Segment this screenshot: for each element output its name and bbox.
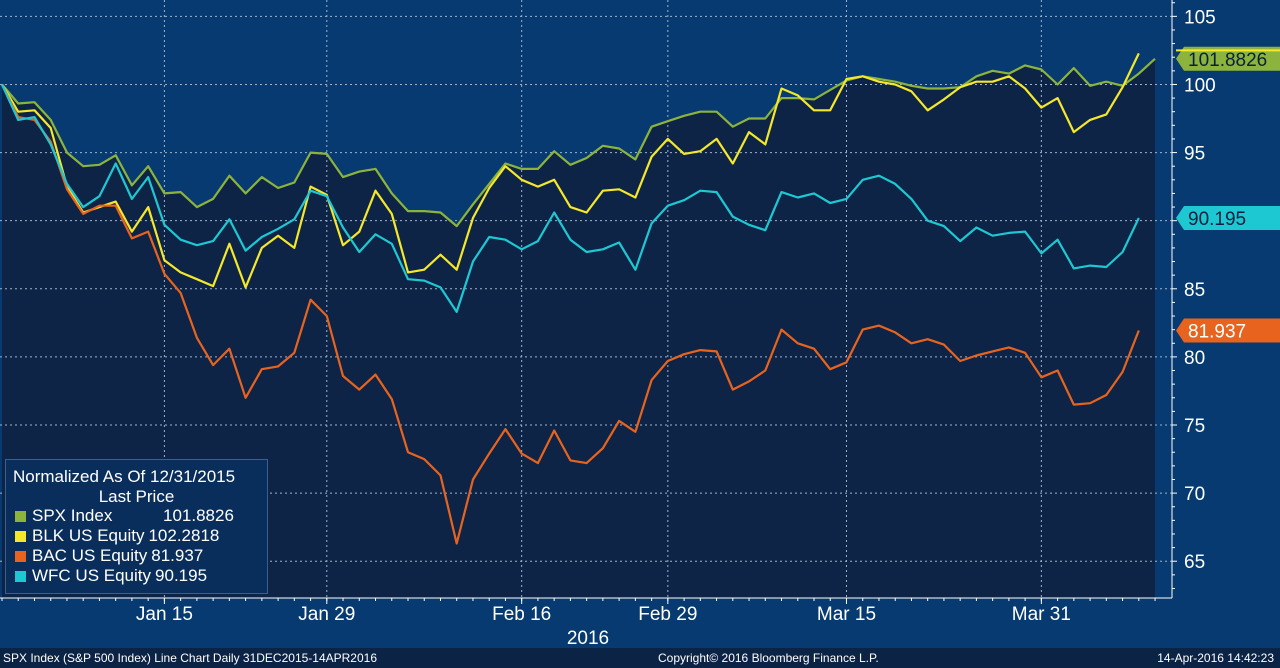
legend-swatch [15, 570, 26, 582]
y-tick-label: 100 [1184, 75, 1216, 96]
legend-series-value: 101.8826 [163, 506, 234, 525]
legend-swatch [15, 550, 26, 562]
footer-bar: SPX Index (S&P 500 Index) Line Chart Dai… [0, 648, 1280, 668]
series-line-blk [1, 52, 1140, 289]
legend-entry-bac: BAC US Equity 81.937 [15, 546, 203, 566]
series-line-bac [1, 84, 1140, 545]
y-tick-label: 70 [1184, 484, 1205, 505]
area-fill-layer [2, 58, 1155, 599]
footer-chart-description: SPX Index (S&P 500 Index) Line Chart Dai… [3, 651, 377, 665]
x-year-label: 2016 [567, 628, 609, 648]
series-layer [0, 52, 1156, 545]
legend-series-value: 90.195 [155, 566, 208, 585]
series-line-wfc [0, 84, 1140, 313]
x-tick-label: Feb 29 [638, 604, 697, 625]
last-value-flag [1176, 46, 1280, 71]
last-value-flag [1176, 206, 1280, 231]
legend-series-name: BLK US Equity [32, 526, 145, 545]
last-value-flag [1176, 318, 1280, 343]
footer-timestamp: 14-Apr-2016 14:42:23 [1157, 651, 1274, 665]
legend: Normalized As Of 12/31/2015 Last Price S… [5, 459, 268, 594]
legend-series-value: 102.2818 [148, 526, 220, 545]
x-tick-label: Mar 15 [817, 604, 876, 625]
legend-swatch [15, 510, 26, 522]
legend-entry-blk: BLK US Equity 102.2818 [15, 526, 219, 546]
last-value-flag-label: 90.195 [1188, 209, 1246, 230]
area-fill-spx [2, 58, 1155, 599]
legend-series-name: BAC US Equity [32, 546, 148, 565]
y-tick-label: 80 [1184, 348, 1205, 369]
y-tick-label: 95 [1184, 144, 1205, 165]
x-tick-label: Jan 15 [136, 604, 193, 625]
last-value-flag-label: 81.937 [1188, 322, 1246, 343]
legend-entry-wfc: WFC US Equity 90.195 [15, 566, 207, 586]
legend-series-value: 81.937 [151, 546, 204, 565]
x-tick-label: Mar 31 [1012, 604, 1071, 625]
legend-entry-spx: SPX Index 101.8826 [15, 506, 234, 526]
legend-subtitle: Last Price [98, 487, 175, 506]
y-tick-label: 105 [1184, 7, 1216, 28]
last-value-flag-label: 101.8826 [1188, 50, 1267, 71]
legend-swatch [15, 530, 26, 542]
y-tick-label: 65 [1184, 552, 1205, 573]
x-tick-label: Jan 29 [298, 604, 355, 625]
last-value-flags: 101.8826 90.195 81.937 [1176, 46, 1280, 343]
footer-copyright: Copyright© 2016 Bloomberg Finance L.P. [658, 651, 879, 665]
y-tick-label: 75 [1184, 416, 1205, 437]
legend-title: Normalized As Of 12/31/2015 [13, 467, 236, 486]
y-tick-label: 85 [1184, 280, 1205, 301]
x-tick-label: Feb 16 [492, 604, 551, 625]
grid-layer [0, 0, 1172, 598]
legend-series-name: WFC US Equity [32, 566, 152, 585]
legend-series-name: SPX Index [32, 506, 113, 525]
